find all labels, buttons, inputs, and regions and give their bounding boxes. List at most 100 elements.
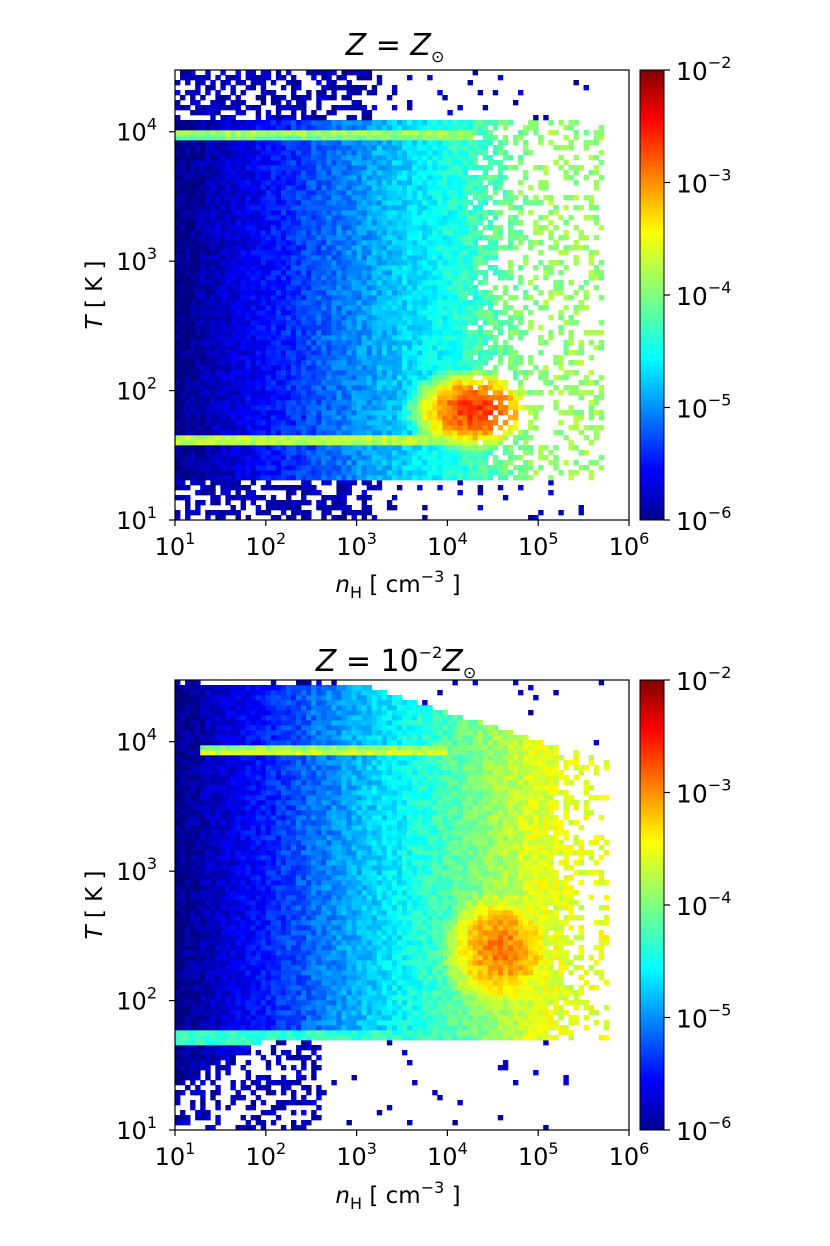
heat-cell bbox=[220, 165, 226, 171]
heat-cell bbox=[285, 320, 292, 326]
heat-cell bbox=[175, 255, 181, 261]
heat-cell bbox=[180, 325, 186, 331]
heat-cell bbox=[457, 225, 463, 231]
heat-cell bbox=[457, 255, 463, 261]
heat-cell bbox=[225, 140, 231, 146]
heat-cell bbox=[351, 395, 357, 401]
heat-cell bbox=[316, 365, 322, 371]
heat-cell bbox=[437, 345, 443, 351]
heat-cell bbox=[376, 475, 383, 481]
heat-cell bbox=[275, 350, 282, 356]
heat-cell bbox=[391, 445, 398, 451]
heat-cell bbox=[477, 235, 484, 241]
heat-cell bbox=[230, 480, 236, 486]
heat-cell bbox=[447, 335, 453, 341]
heat-cell bbox=[240, 420, 246, 426]
heat-cell bbox=[230, 130, 236, 136]
heat-cell bbox=[402, 240, 408, 246]
heat-cell bbox=[230, 335, 236, 341]
heat-cell bbox=[301, 305, 307, 311]
heat-cell bbox=[326, 305, 332, 311]
heat-cell bbox=[457, 155, 463, 161]
heat-cell bbox=[331, 80, 337, 86]
heat-cell bbox=[210, 420, 216, 426]
heat-cell bbox=[457, 430, 463, 436]
heat-cell bbox=[462, 230, 468, 236]
heat-cell bbox=[391, 370, 398, 376]
heat-cell bbox=[306, 420, 312, 426]
heat-cell bbox=[346, 470, 352, 476]
heat-cell bbox=[225, 385, 231, 391]
heat-cell bbox=[402, 340, 408, 346]
heat-cell bbox=[477, 385, 484, 391]
heat-cell bbox=[336, 410, 342, 416]
heat-cell bbox=[402, 200, 408, 206]
heat-cell bbox=[492, 225, 499, 231]
heat-cell bbox=[306, 405, 312, 411]
heat-cell bbox=[175, 220, 181, 226]
heat-cell bbox=[371, 180, 378, 186]
heat-cell bbox=[381, 190, 388, 196]
heat-cell bbox=[422, 345, 428, 351]
heat-cell bbox=[250, 130, 257, 136]
heat-cell bbox=[442, 150, 448, 156]
heat-cell bbox=[230, 365, 236, 371]
heat-cell bbox=[472, 340, 479, 346]
heat-cell bbox=[210, 185, 216, 191]
heat-cell bbox=[432, 245, 438, 251]
heat-cell bbox=[477, 195, 484, 201]
heat-cell bbox=[492, 370, 499, 376]
heat-cell bbox=[250, 170, 257, 176]
heat-cell bbox=[452, 365, 458, 371]
heat-cell bbox=[195, 145, 201, 151]
heat-cell bbox=[467, 185, 473, 191]
heat-cell bbox=[402, 255, 408, 261]
heat-cell bbox=[205, 190, 211, 196]
heat-cell bbox=[316, 410, 322, 416]
heat-cell bbox=[412, 195, 418, 201]
heat-cell bbox=[301, 370, 307, 376]
heat-cell bbox=[275, 445, 282, 451]
heat-cell bbox=[361, 270, 368, 276]
heat-cell bbox=[311, 150, 317, 156]
heat-cell bbox=[195, 150, 201, 156]
heat-cell bbox=[427, 275, 433, 281]
heat-cell bbox=[280, 250, 287, 256]
heat-cell bbox=[351, 235, 357, 241]
heat-cell bbox=[245, 310, 252, 316]
heat-cell bbox=[331, 260, 337, 266]
heat-cell bbox=[381, 240, 388, 246]
heat-cell bbox=[291, 205, 297, 211]
heat-cell bbox=[391, 310, 398, 316]
heat-cell bbox=[447, 305, 453, 311]
heat-cell bbox=[447, 350, 453, 356]
heat-cell bbox=[200, 190, 206, 196]
heat-cell bbox=[306, 490, 312, 496]
heat-cell bbox=[265, 510, 272, 516]
heat-cell bbox=[341, 210, 347, 216]
heat-cell bbox=[245, 325, 252, 331]
heat-cell bbox=[472, 270, 479, 276]
heat-cell bbox=[321, 145, 327, 151]
heat-cell bbox=[291, 250, 297, 256]
heat-cell bbox=[442, 180, 448, 186]
heat-cell bbox=[396, 335, 403, 341]
heat-cell bbox=[386, 505, 393, 511]
heat-cell bbox=[467, 385, 473, 391]
heat-cell bbox=[180, 320, 186, 326]
heat-cell bbox=[442, 375, 448, 381]
heat-cell bbox=[240, 400, 246, 406]
heat-cell bbox=[311, 200, 317, 206]
heat-cell bbox=[412, 450, 418, 456]
heat-cell bbox=[381, 125, 388, 131]
heat-cell bbox=[422, 435, 428, 441]
heat-cell bbox=[492, 375, 499, 381]
heat-cell bbox=[215, 230, 221, 236]
heat-cell bbox=[225, 465, 231, 471]
heat-cell bbox=[427, 460, 433, 466]
heat-cell bbox=[396, 385, 403, 391]
heat-cell bbox=[326, 135, 332, 141]
heat-cell bbox=[230, 505, 236, 511]
heat-cell bbox=[265, 165, 272, 171]
heat-cell bbox=[205, 420, 211, 426]
